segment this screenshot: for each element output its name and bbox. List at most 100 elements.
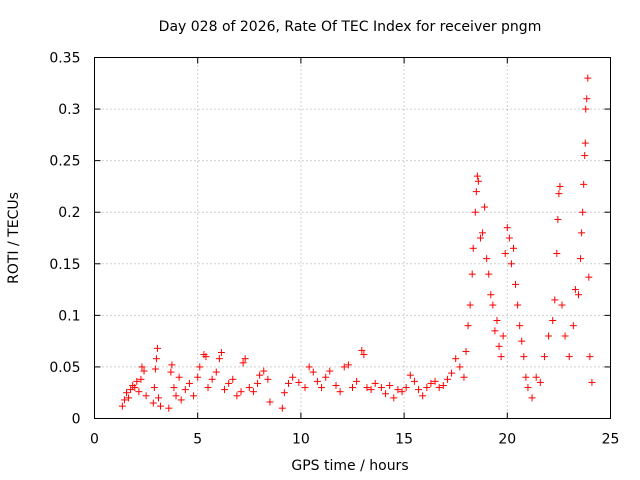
data-point bbox=[499, 332, 507, 340]
data-point bbox=[353, 377, 361, 385]
data-point bbox=[505, 234, 513, 242]
data-point bbox=[278, 404, 286, 412]
data-point bbox=[497, 353, 505, 361]
y-tick-label: 0.05 bbox=[49, 360, 80, 376]
data-point bbox=[575, 291, 583, 299]
data-point bbox=[322, 373, 330, 381]
data-point bbox=[549, 317, 557, 325]
data-point bbox=[151, 365, 159, 373]
x-tick-label: 20 bbox=[498, 432, 516, 448]
data-point bbox=[588, 378, 596, 386]
data-point bbox=[285, 379, 293, 387]
data-point bbox=[402, 384, 410, 392]
data-point bbox=[142, 392, 150, 400]
data-point bbox=[581, 139, 589, 147]
data-point bbox=[460, 373, 468, 381]
data-point bbox=[367, 386, 375, 394]
data-point bbox=[336, 388, 344, 396]
x-tick-label: 25 bbox=[602, 432, 620, 448]
data-point bbox=[571, 286, 579, 294]
data-point bbox=[140, 367, 148, 375]
y-tick-label: 0.35 bbox=[49, 51, 80, 67]
data-point bbox=[532, 373, 540, 381]
data-point bbox=[398, 388, 406, 396]
data-point bbox=[371, 379, 379, 387]
data-point bbox=[138, 363, 146, 371]
data-point bbox=[260, 367, 268, 375]
data-point bbox=[363, 384, 371, 392]
data-point bbox=[419, 392, 427, 400]
y-axis-title: ROTI / TECUs bbox=[6, 192, 22, 284]
data-point bbox=[149, 399, 157, 407]
data-point bbox=[301, 384, 309, 392]
data-point bbox=[507, 260, 515, 268]
data-point bbox=[503, 224, 511, 232]
data-point bbox=[196, 363, 204, 371]
data-point bbox=[491, 327, 499, 335]
data-point bbox=[264, 375, 272, 383]
data-point bbox=[514, 301, 522, 309]
data-point bbox=[528, 394, 536, 402]
data-point bbox=[118, 402, 126, 410]
data-point bbox=[358, 346, 366, 354]
data-point bbox=[583, 95, 591, 103]
y-tick-label: 0.3 bbox=[58, 102, 80, 118]
data-point bbox=[289, 373, 297, 381]
data-point bbox=[212, 368, 220, 376]
data-point bbox=[435, 384, 443, 392]
data-point bbox=[586, 353, 594, 361]
data-point bbox=[472, 188, 480, 196]
chart-title: Day 028 of 2026, Rate Of TEC Index for r… bbox=[159, 19, 542, 35]
data-point bbox=[202, 353, 210, 361]
data-point bbox=[584, 74, 592, 82]
data-point bbox=[579, 208, 587, 216]
y-tick-label: 0.15 bbox=[49, 257, 80, 273]
data-point bbox=[481, 203, 489, 211]
data-point bbox=[137, 375, 145, 383]
y-tick-label: 0 bbox=[72, 412, 81, 428]
x-tick-label: 5 bbox=[193, 432, 202, 448]
data-point bbox=[221, 386, 229, 394]
data-point bbox=[501, 249, 509, 257]
data-point bbox=[152, 355, 160, 363]
data-point bbox=[448, 369, 456, 377]
data-point bbox=[569, 322, 577, 330]
data-point bbox=[382, 390, 390, 398]
data-point bbox=[456, 363, 464, 371]
data-point bbox=[468, 270, 476, 278]
data-point bbox=[217, 348, 225, 356]
data-point bbox=[245, 384, 253, 392]
data-point bbox=[390, 394, 398, 402]
x-tick-label: 15 bbox=[395, 432, 413, 448]
data-point bbox=[340, 363, 348, 371]
data-point bbox=[394, 386, 402, 394]
data-point bbox=[239, 359, 247, 367]
data-point bbox=[439, 381, 447, 389]
data-point bbox=[483, 255, 491, 263]
data-point bbox=[194, 373, 202, 381]
data-point bbox=[553, 249, 561, 257]
data-point bbox=[256, 371, 264, 379]
data-point bbox=[406, 371, 414, 379]
data-point bbox=[473, 172, 481, 180]
data-point bbox=[225, 379, 233, 387]
data-point bbox=[318, 384, 326, 392]
data-point bbox=[168, 361, 176, 369]
data-point bbox=[545, 332, 553, 340]
data-point bbox=[150, 384, 158, 392]
data-point bbox=[489, 301, 497, 309]
data-point bbox=[241, 355, 249, 363]
data-point bbox=[170, 384, 178, 392]
data-point bbox=[249, 388, 257, 396]
data-point bbox=[305, 363, 313, 371]
data-point bbox=[122, 389, 130, 397]
data-point bbox=[153, 344, 161, 352]
data-point bbox=[487, 291, 495, 299]
data-point bbox=[466, 301, 474, 309]
data-point bbox=[495, 342, 503, 350]
data-point bbox=[469, 244, 477, 252]
data-point bbox=[154, 394, 162, 402]
data-point bbox=[135, 388, 143, 396]
